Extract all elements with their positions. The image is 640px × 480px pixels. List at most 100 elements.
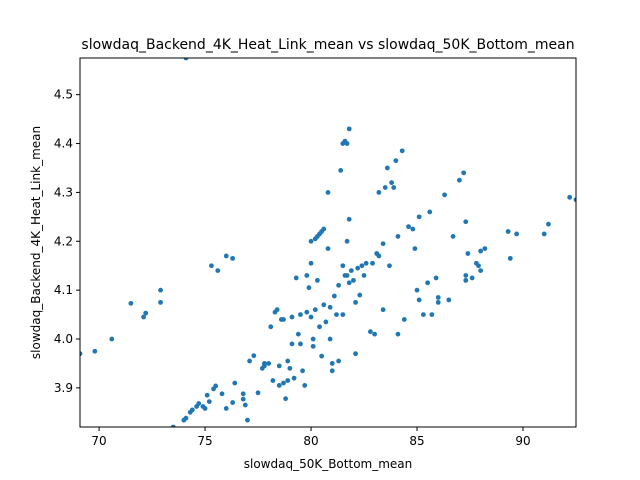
- scatter-point: [202, 406, 208, 411]
- x-tick-label: 70: [91, 434, 106, 448]
- scatter-point: [340, 312, 346, 317]
- scatter-point: [384, 165, 390, 171]
- scatter-point: [287, 365, 293, 371]
- plot-frame: [79, 57, 577, 428]
- scatter-point: [370, 260, 375, 266]
- scatter-point: [230, 255, 236, 261]
- scatter-point: [80, 351, 83, 357]
- scatter-point: [463, 277, 469, 283]
- scatter-point: [357, 292, 363, 298]
- scatter-point: [251, 353, 257, 359]
- scatter-point: [213, 383, 219, 389]
- scatter-point: [329, 368, 335, 374]
- scatter-point: [295, 331, 301, 337]
- scatter-points: [80, 58, 576, 427]
- x-axis-label: slowdaq_50K_Bottom_mean: [244, 457, 413, 471]
- scatter-point: [285, 358, 291, 364]
- scatter-point: [230, 400, 236, 405]
- scatter-point: [348, 268, 354, 273]
- scatter-point: [327, 304, 333, 310]
- y-tick-label: 4.3: [54, 185, 73, 199]
- y-tick-label: 4.0: [54, 332, 73, 346]
- scatter-point: [308, 260, 314, 266]
- scatter-point: [293, 275, 299, 281]
- scatter-point: [304, 273, 310, 278]
- y-tick-label: 3.9: [54, 381, 73, 395]
- scatter-point: [340, 263, 346, 269]
- scatter-point: [306, 285, 312, 291]
- scatter-point: [425, 280, 431, 286]
- scatter-point: [317, 324, 322, 330]
- scatter-point: [546, 221, 551, 227]
- y-axis-ticks: 3.9 4.0 4.1 4.2 4.3 4.4 4.5: [54, 88, 80, 395]
- scatter-point: [325, 246, 331, 252]
- scatter-point: [372, 331, 378, 337]
- scatter-point: [395, 331, 401, 337]
- scatter-point: [450, 233, 456, 239]
- scatter-point: [514, 231, 520, 237]
- scatter-point: [334, 312, 339, 317]
- x-tick-label: 75: [197, 434, 212, 448]
- scatter-point: [262, 361, 267, 366]
- scatter-point: [435, 295, 441, 300]
- x-tick-label: 80: [303, 434, 318, 448]
- x-axis-ticks: 70 75 80 85 90: [91, 427, 531, 448]
- scatter-point: [505, 229, 511, 234]
- scatter-point: [395, 233, 401, 239]
- scatter-point: [325, 190, 331, 195]
- scatter-point: [289, 314, 295, 320]
- scatter-point: [223, 406, 229, 411]
- scatter-point: [270, 378, 276, 383]
- scatter-point: [435, 299, 441, 305]
- scatter-point: [281, 317, 286, 322]
- scatter-point: [414, 287, 420, 293]
- scatter-point: [319, 353, 325, 359]
- x-tick-label: 85: [409, 434, 424, 448]
- scatter-point: [323, 319, 329, 325]
- scatter-point: [351, 277, 356, 283]
- scatter-point: [399, 148, 405, 154]
- scatter-point: [298, 341, 303, 347]
- scatter-point: [336, 282, 341, 288]
- scatter-point: [461, 170, 467, 176]
- scatter-point: [308, 238, 314, 244]
- scatter-point: [298, 312, 303, 317]
- scatter-point: [266, 361, 272, 366]
- scatter-point: [463, 273, 469, 278]
- scatter-point: [232, 380, 238, 386]
- scatter-point: [92, 348, 98, 354]
- scatter-point: [170, 424, 176, 427]
- scatter-point: [128, 300, 134, 306]
- scatter-point: [412, 246, 418, 252]
- scatter-point: [327, 336, 333, 342]
- scatter-point: [329, 361, 335, 366]
- scatter-point: [109, 336, 115, 342]
- scatter-point: [274, 307, 280, 313]
- scatter-point: [321, 302, 327, 308]
- scatter-point: [255, 390, 261, 396]
- scatter-point: [469, 275, 475, 281]
- scatter-point: [338, 168, 344, 173]
- scatter-point: [359, 263, 365, 269]
- scatter-point: [478, 268, 484, 273]
- scatter-point: [331, 293, 337, 299]
- scatter-point: [355, 265, 361, 271]
- y-tick-label: 4.4: [54, 137, 73, 151]
- scatter-point: [291, 375, 297, 381]
- scatter-point: [393, 158, 399, 164]
- chart-title: slowdaq_Backend_4K_Heat_Link_mean vs slo…: [81, 37, 574, 53]
- y-tick-label: 4.2: [54, 234, 73, 248]
- scatter-point: [476, 263, 481, 269]
- scatter-point: [344, 273, 350, 278]
- scatter-point: [361, 273, 367, 278]
- scatter-point: [482, 246, 488, 252]
- scatter-point: [242, 402, 248, 408]
- scatter-point: [247, 358, 252, 364]
- scatter-point: [196, 401, 202, 406]
- scatter-point: [285, 378, 291, 383]
- scatter-point: [209, 263, 214, 269]
- scatter-point: [312, 307, 318, 313]
- scatter-point: [281, 380, 286, 386]
- scatter-point: [346, 126, 352, 132]
